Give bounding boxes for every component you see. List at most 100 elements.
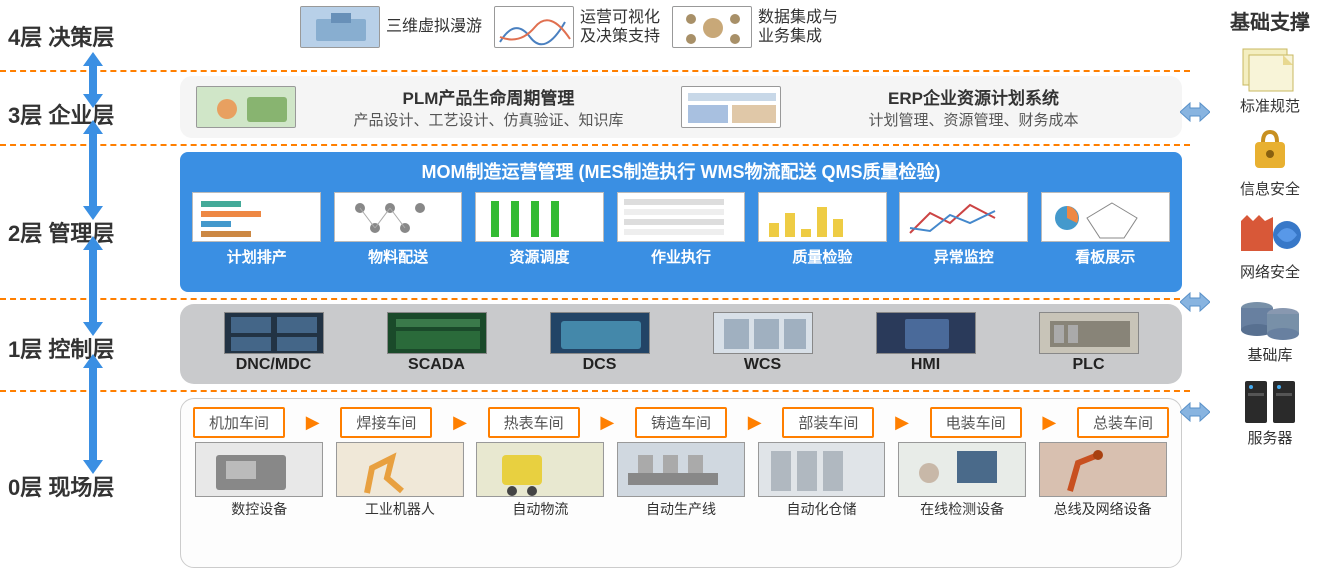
- equip-item: 自动化仓储: [758, 442, 886, 519]
- mom-item: 质量检验: [758, 192, 887, 267]
- ctrl-label: WCS: [713, 356, 813, 374]
- equip-item: 数控设备: [195, 442, 323, 519]
- divider: [0, 390, 1190, 392]
- mom-panel: MOM制造运营管理 (MES制造执行 WMS物流配送 QMS质量检验) 计划排产…: [180, 152, 1182, 292]
- layer4-label: 运营可视化及决策支持: [580, 8, 660, 46]
- right-item: 服务器: [1200, 377, 1340, 448]
- equip-item: 自动物流: [476, 442, 604, 519]
- mom-label: 资源调度: [475, 246, 604, 267]
- equip-label: 数控设备: [195, 499, 323, 519]
- workshop-box: 机加车间: [193, 407, 285, 438]
- ctrl-label: DNC/MDC: [224, 356, 324, 374]
- ctrl-thumb: [713, 312, 813, 354]
- layer-arrow: [78, 236, 108, 336]
- mom-item: 作业执行: [617, 192, 746, 267]
- right-panel: 基础支撑 标准规范信息安全网络安全基础库服务器: [1200, 0, 1340, 572]
- mom-thumb: [192, 192, 321, 242]
- right-icon: [1235, 128, 1305, 176]
- workshop-arrow-icon: ▶: [1042, 412, 1056, 433]
- layer4-thumb: [672, 6, 752, 48]
- right-label: 信息安全: [1200, 178, 1340, 199]
- mom-item: 看板展示: [1041, 192, 1170, 267]
- mom-label: 看板展示: [1041, 246, 1170, 267]
- workshop-arrow-icon: ▶: [600, 412, 614, 433]
- control-panel: DNC/MDC SCADA DCS WCS HMI PLC: [180, 304, 1182, 384]
- mom-item: 物料配送: [334, 192, 463, 267]
- equip-label: 自动化仓储: [758, 499, 886, 519]
- divider: [0, 144, 1190, 146]
- mom-label: 质量检验: [758, 246, 887, 267]
- workshop-box: 热表车间: [488, 407, 580, 438]
- equip-item: 自动生产线: [617, 442, 745, 519]
- ctrl-item: WCS: [713, 312, 813, 374]
- equip-label: 自动物流: [476, 499, 604, 519]
- layer-0-label: 0层 现场层: [8, 470, 114, 502]
- equip-thumb: [336, 442, 464, 497]
- ctrl-thumb: [224, 312, 324, 354]
- right-icon: [1235, 211, 1305, 259]
- ctrl-label: PLC: [1039, 356, 1139, 374]
- equip-item: 总线及网络设备: [1039, 442, 1167, 519]
- equip-item: 在线检测设备: [898, 442, 1026, 519]
- workshop-box: 电装车间: [930, 407, 1022, 438]
- ctrl-item: HMI: [876, 312, 976, 374]
- layer4-item: 运营可视化及决策支持: [494, 6, 660, 48]
- mom-item: 资源调度: [475, 192, 604, 267]
- mom-title: MOM制造运营管理 (MES制造执行 WMS物流配送 QMS质量检验): [180, 152, 1182, 188]
- equip-label: 总线及网络设备: [1039, 499, 1167, 519]
- ctrl-item: DNC/MDC: [224, 312, 324, 374]
- erp-title: ERP企业资源计划系统: [781, 84, 1166, 109]
- right-label: 网络安全: [1200, 261, 1340, 282]
- ctrl-item: DCS: [550, 312, 650, 374]
- workshop-box: 部装车间: [782, 407, 874, 438]
- ctrl-thumb: [876, 312, 976, 354]
- equip-thumb: [898, 442, 1026, 497]
- mom-thumb: [1041, 192, 1170, 242]
- plm-title: PLM产品生命周期管理: [296, 84, 681, 109]
- right-item: 信息安全: [1200, 128, 1340, 199]
- layer-arrow: [78, 354, 108, 474]
- mom-item: 异常监控: [899, 192, 1028, 267]
- divider: [0, 70, 1190, 72]
- layer4-label: 数据集成与业务集成: [758, 8, 838, 46]
- erp-thumb: [681, 86, 781, 128]
- ctrl-label: SCADA: [387, 356, 487, 374]
- workshop-arrow-icon: ▶: [306, 412, 320, 433]
- layer-arrow: [78, 120, 108, 220]
- right-label: 基础库: [1200, 344, 1340, 365]
- layer4-item: 三维虚拟漫游: [300, 6, 482, 48]
- equip-thumb: [617, 442, 745, 497]
- equip-thumb: [758, 442, 886, 497]
- right-item: 网络安全: [1200, 211, 1340, 282]
- erp-sub: 计划管理、资源管理、财务成本: [781, 109, 1166, 130]
- plm-sub: 产品设计、工艺设计、仿真验证、知识库: [296, 109, 681, 130]
- mom-label: 计划排产: [192, 246, 321, 267]
- right-icon: [1235, 377, 1305, 425]
- mom-thumb: [334, 192, 463, 242]
- mom-item: 计划排产: [192, 192, 321, 267]
- main-diagram: 4层 决策层 3层 企业层 2层 管理层 1层 控制层 0层 现场层 三维虚拟漫…: [0, 0, 1195, 572]
- layer4-label: 三维虚拟漫游: [386, 17, 482, 36]
- equip-label: 在线检测设备: [898, 499, 1026, 519]
- mom-label: 作业执行: [617, 246, 746, 267]
- ctrl-thumb: [387, 312, 487, 354]
- equip-item: 工业机器人: [336, 442, 464, 519]
- layer4-thumb: [300, 6, 380, 48]
- mom-thumb: [475, 192, 604, 242]
- right-item: 标准规范: [1200, 45, 1340, 116]
- equip-thumb: [195, 442, 323, 497]
- right-label: 服务器: [1200, 427, 1340, 448]
- workshop-box: 铸造车间: [635, 407, 727, 438]
- workshop-arrow-icon: ▶: [453, 412, 467, 433]
- plm-thumb: [196, 86, 296, 128]
- mom-label: 物料配送: [334, 246, 463, 267]
- ctrl-label: DCS: [550, 356, 650, 374]
- field-panel: 机加车间▶焊接车间▶热表车间▶铸造车间▶部装车间▶电装车间▶总装车间 数控设备工…: [180, 398, 1182, 568]
- layer4-thumb: [494, 6, 574, 48]
- workshop-box: 总装车间: [1077, 407, 1169, 438]
- mom-label: 异常监控: [899, 246, 1028, 267]
- right-item: 基础库: [1200, 294, 1340, 365]
- ctrl-thumb: [550, 312, 650, 354]
- layer4-item: 数据集成与业务集成: [672, 6, 838, 48]
- layer-arrow: [78, 52, 108, 108]
